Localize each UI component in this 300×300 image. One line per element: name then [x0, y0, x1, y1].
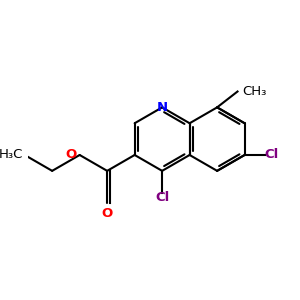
Text: O: O [66, 148, 77, 161]
Text: CH₃: CH₃ [242, 85, 266, 98]
Text: N: N [157, 101, 168, 114]
Text: Cl: Cl [155, 191, 169, 204]
Text: Cl: Cl [265, 148, 279, 161]
Text: H₃C: H₃C [0, 148, 23, 161]
Text: O: O [101, 207, 113, 220]
